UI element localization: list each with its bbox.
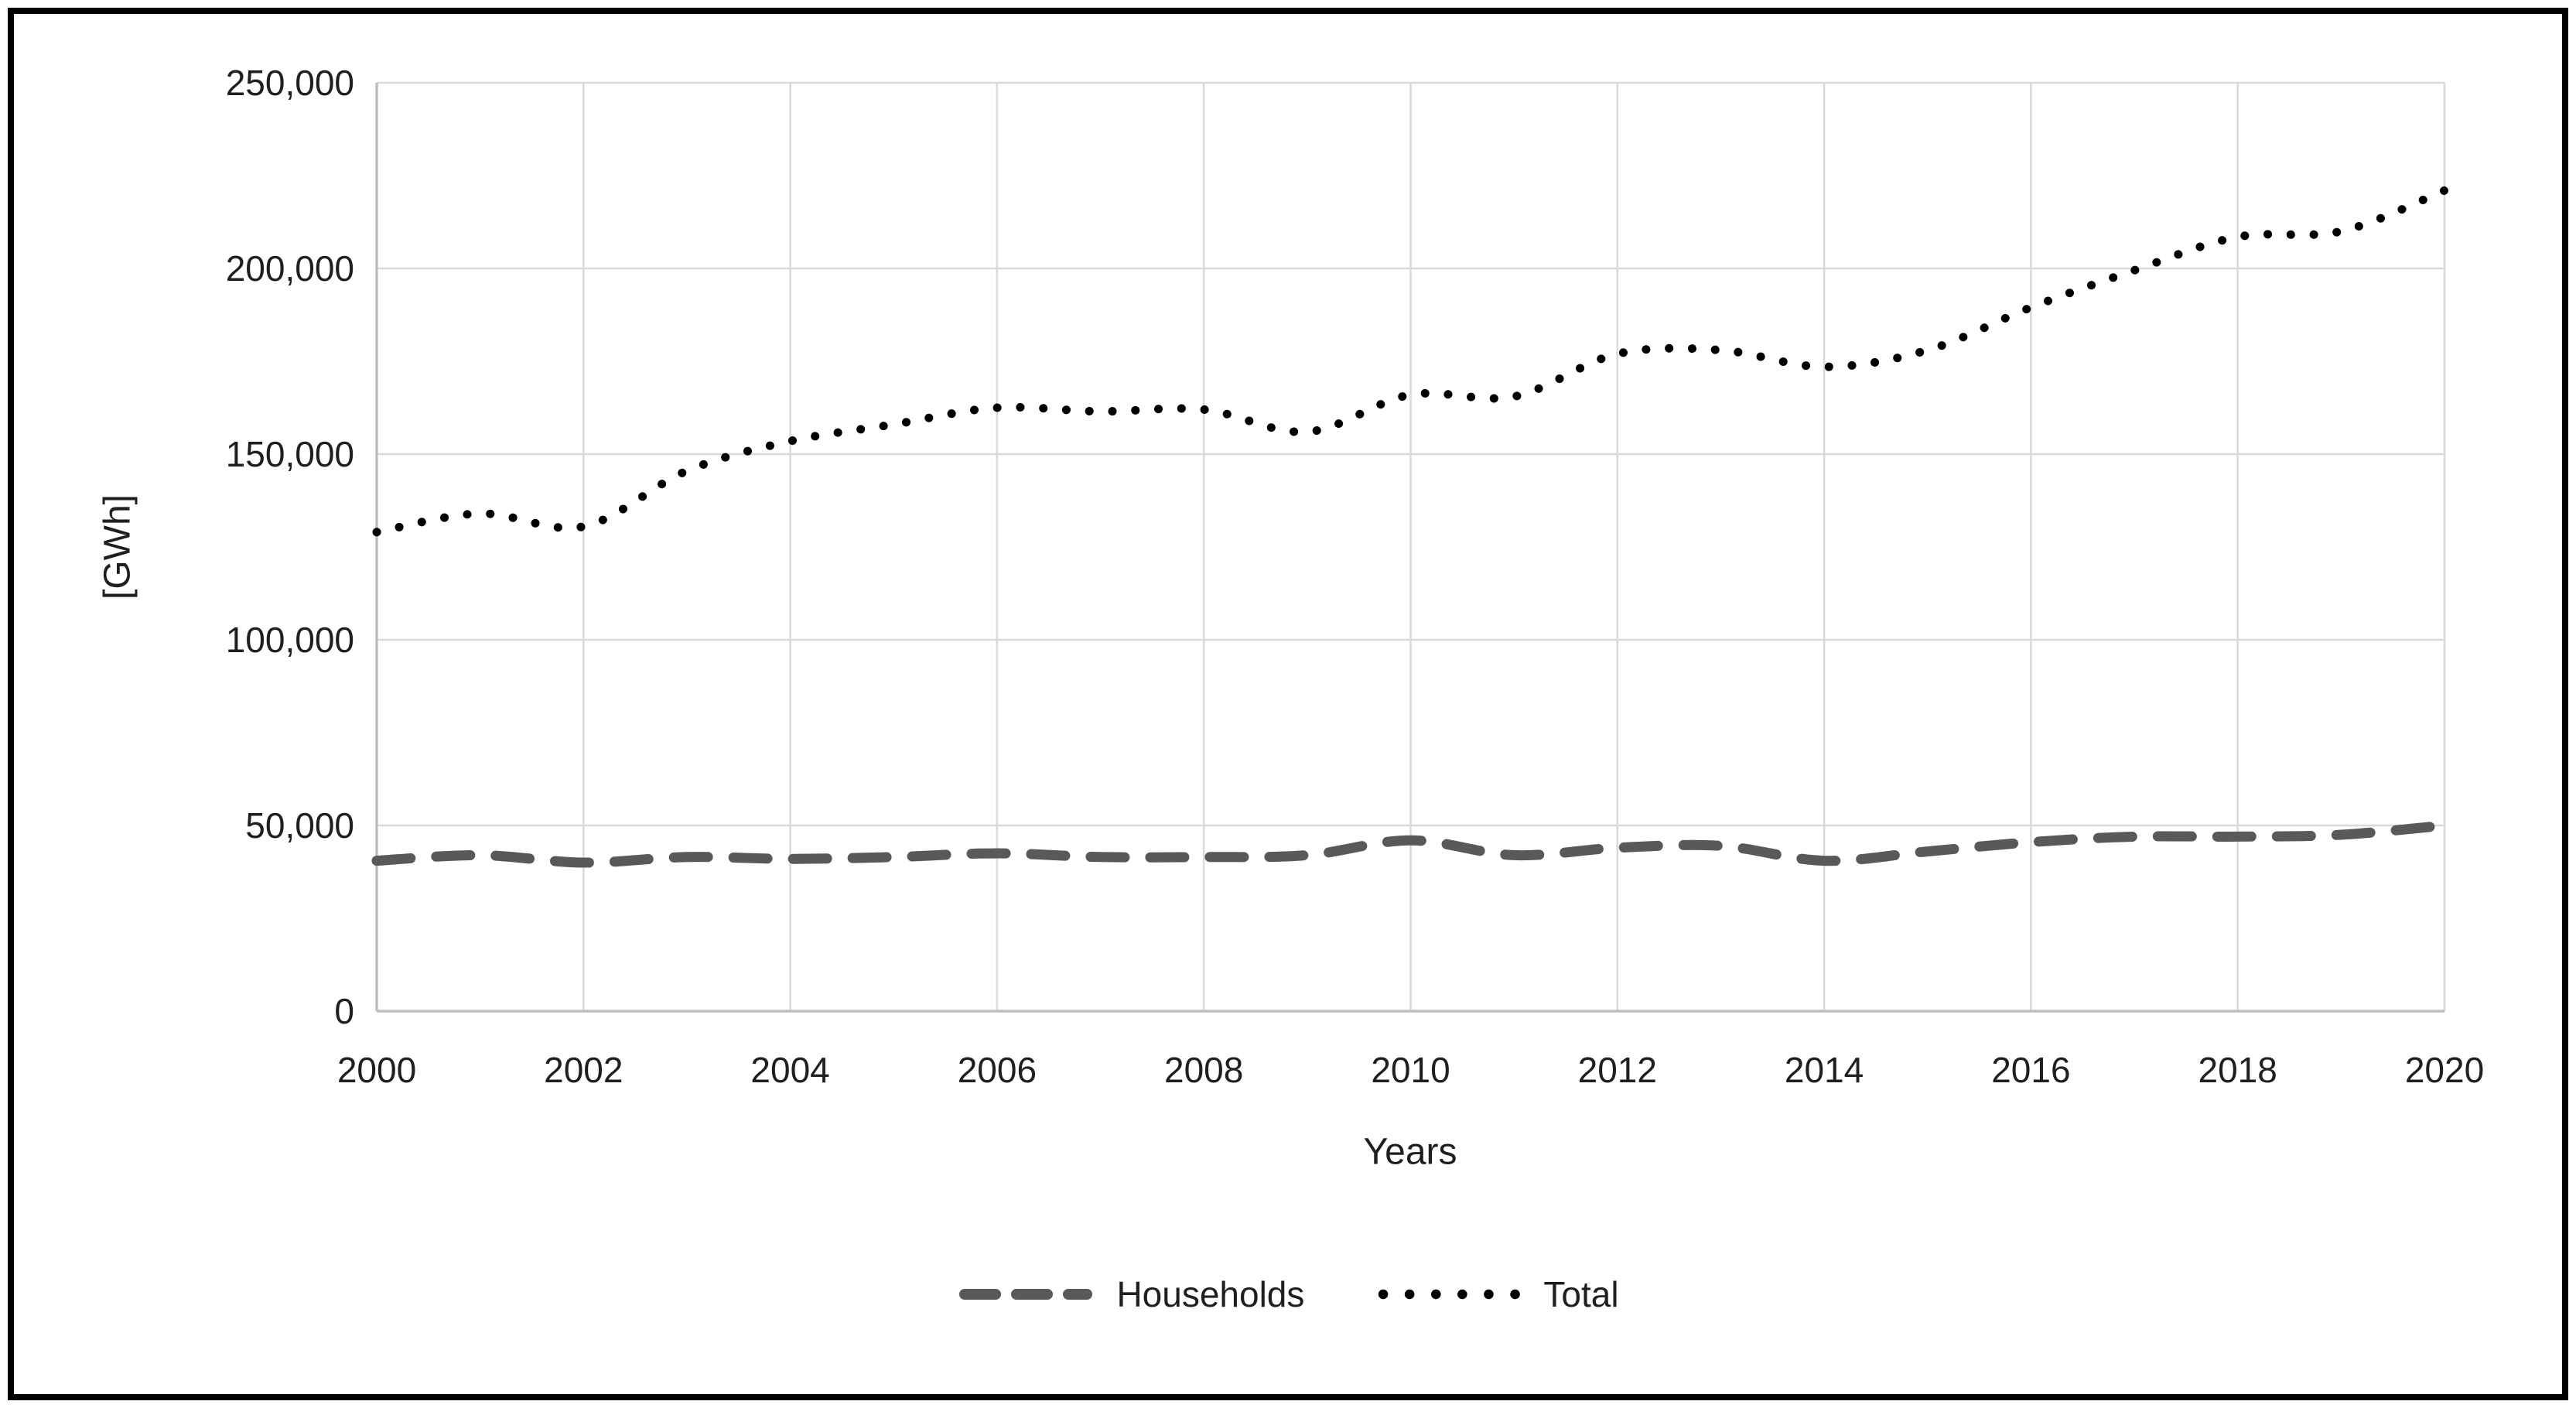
legend-item-households: Households: [957, 1273, 1304, 1315]
x-tick-label: 2000: [337, 1050, 416, 1090]
y-tick-label: 150,000: [226, 434, 354, 474]
legend: Households Total: [0, 1273, 2576, 1315]
households-line: [371, 820, 2450, 868]
y-tick-label: 50,000: [245, 805, 354, 846]
y-tick-label: 250,000: [226, 63, 354, 103]
y-axis-title: [GWh]: [97, 494, 138, 600]
households-dash-swatch: [959, 1289, 1093, 1300]
x-tick-label: 2004: [750, 1050, 829, 1090]
x-tick-label: 2016: [1991, 1050, 2070, 1090]
x-tick-label: 2012: [1578, 1050, 1657, 1090]
y-tick-label: 200,000: [226, 248, 354, 289]
y-tick-label: 0: [334, 991, 354, 1031]
x-tick-label: 2006: [958, 1050, 1037, 1090]
x-axis-title: Years: [1363, 1131, 1457, 1173]
x-tick-label: 2018: [2198, 1050, 2277, 1090]
legend-item-total: Total: [1378, 1273, 1619, 1315]
x-tick-label: 2008: [1164, 1050, 1243, 1090]
x-tick-label: 2002: [544, 1050, 623, 1090]
x-tick-label: 2014: [1785, 1050, 1864, 1090]
y-tick-label: 100,000: [226, 620, 354, 660]
outer-border: [8, 8, 2568, 1400]
total-dot-swatch: [1379, 1289, 1522, 1300]
x-tick-label: 2020: [2405, 1050, 2484, 1090]
legend-label-total: Total: [1543, 1274, 1619, 1314]
legend-label-households: Households: [1116, 1274, 1305, 1314]
x-tick-label: 2010: [1371, 1050, 1450, 1090]
